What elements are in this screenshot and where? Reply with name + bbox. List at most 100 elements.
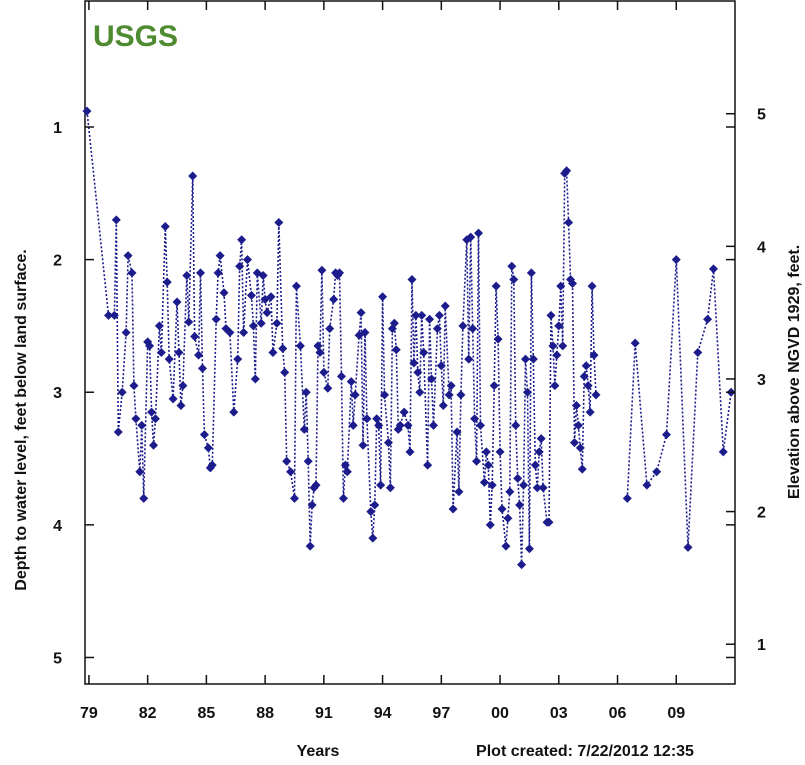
data-point xyxy=(407,275,417,285)
data-point xyxy=(235,261,245,271)
data-point xyxy=(319,367,329,377)
data-point xyxy=(652,467,662,477)
data-point xyxy=(162,277,172,287)
data-point xyxy=(444,390,454,400)
data-point xyxy=(385,483,395,493)
data-point xyxy=(501,541,511,551)
data-point xyxy=(376,480,386,490)
data-point xyxy=(135,467,145,477)
data-point xyxy=(262,308,272,318)
data-point xyxy=(446,381,456,391)
data-point xyxy=(591,390,601,400)
data-point xyxy=(427,374,437,384)
data-point xyxy=(718,447,728,457)
y-tick-label: 1 xyxy=(53,120,62,137)
data-point xyxy=(419,347,429,357)
data-point xyxy=(199,430,209,440)
data-point xyxy=(491,281,501,291)
data-point xyxy=(391,345,401,355)
data-point xyxy=(258,271,268,281)
data-point xyxy=(579,371,589,381)
data-point xyxy=(493,334,503,344)
data-point xyxy=(250,374,260,384)
y-tick-label: 2 xyxy=(53,253,62,270)
data-point xyxy=(468,324,478,334)
right-y-axis: 5 4 3 2 1 xyxy=(726,107,766,654)
data-point xyxy=(311,480,321,490)
data-point xyxy=(150,414,160,424)
x-tick-label: 88 xyxy=(256,705,274,722)
data-point xyxy=(229,407,239,417)
data-point xyxy=(323,383,333,393)
data-point xyxy=(585,407,595,417)
data-point xyxy=(149,440,159,450)
data-point xyxy=(524,544,534,554)
data-point xyxy=(474,228,484,238)
data-point xyxy=(703,314,713,324)
data-point xyxy=(315,347,325,357)
data-point xyxy=(452,427,462,437)
data-point xyxy=(428,420,438,430)
data-point xyxy=(313,341,323,351)
data-point xyxy=(405,447,415,457)
x-tick-label: 82 xyxy=(139,705,157,722)
data-point xyxy=(562,166,572,176)
data-point xyxy=(203,443,213,453)
data-point xyxy=(564,217,574,227)
data-point xyxy=(360,328,370,338)
data-point xyxy=(378,292,388,302)
data-point xyxy=(190,332,200,342)
data-point xyxy=(239,328,249,338)
data-point xyxy=(194,350,204,360)
data-point xyxy=(558,341,568,351)
data-point xyxy=(413,367,423,377)
data-point xyxy=(534,447,544,457)
left-y-axis: 1 2 3 4 5 xyxy=(53,120,735,667)
data-point xyxy=(289,493,299,503)
data-point xyxy=(434,310,444,320)
data-point xyxy=(174,347,184,357)
data-point xyxy=(213,268,223,278)
data-point xyxy=(282,456,292,466)
data-point xyxy=(248,321,258,331)
data-point xyxy=(237,235,247,245)
data-point xyxy=(497,504,507,514)
data-point xyxy=(550,381,560,391)
data-point xyxy=(82,106,92,116)
x-tick-label: 06 xyxy=(609,705,627,722)
data-point xyxy=(552,350,562,360)
data-point xyxy=(568,278,577,288)
x-tick-label: 94 xyxy=(374,705,392,722)
data-point xyxy=(129,381,139,391)
data-point xyxy=(109,310,119,320)
y-tick-label: 3 xyxy=(53,385,62,402)
y-tick-label: 4 xyxy=(53,518,62,535)
data-point xyxy=(544,517,554,527)
data-point xyxy=(123,251,133,261)
data-point xyxy=(432,324,442,334)
data-point xyxy=(507,261,517,271)
data-point xyxy=(117,387,127,397)
x-axis: 79 82 85 88 91 94 97 00 03 06 09 xyxy=(80,1,685,722)
data-point xyxy=(266,292,276,302)
x-tick-label: 85 xyxy=(197,705,215,722)
data-point xyxy=(207,460,217,470)
usgs-logo: USGS xyxy=(93,20,178,53)
x-tick-label: 03 xyxy=(550,705,568,722)
right-y-tick-label: 2 xyxy=(757,505,766,522)
data-point xyxy=(571,400,581,410)
data-point xyxy=(522,387,532,397)
x-axis-title: Years xyxy=(297,743,340,760)
data-point xyxy=(176,400,186,410)
data-point xyxy=(131,414,141,424)
data-point xyxy=(370,500,380,510)
x-tick-label: 79 xyxy=(80,705,98,722)
data-point xyxy=(458,321,468,331)
data-point xyxy=(479,477,489,487)
data-point xyxy=(350,390,360,400)
data-point xyxy=(505,487,515,497)
data-point xyxy=(358,440,368,450)
data-point xyxy=(121,328,131,338)
data-point xyxy=(575,443,585,453)
